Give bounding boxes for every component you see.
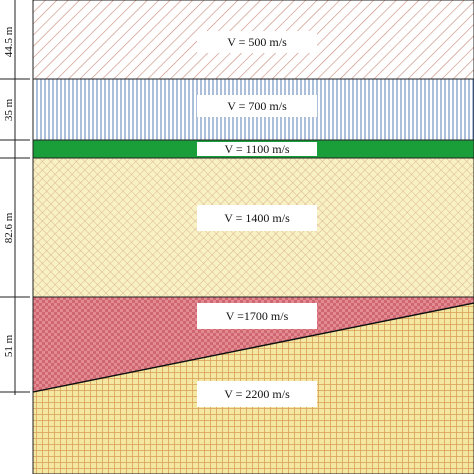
velocity-text: V = 700 m/s (227, 99, 287, 113)
label-box (197, 31, 317, 53)
thickness-label-layer-2: 35 m (3, 98, 15, 121)
velocity-label-layer-2: V = 700 m/s (197, 95, 317, 117)
label-box (197, 205, 317, 231)
velocity-label-layer-6: V = 2200 m/s (197, 381, 317, 407)
label-box (197, 381, 317, 407)
velocity-text: V = 1400 m/s (224, 211, 290, 225)
thickness-label-layer-1: 44.5 m (3, 26, 15, 57)
label-box (197, 95, 317, 117)
velocity-label-layer-5: V =1700 m/s (197, 303, 317, 329)
velocity-text: V = 500 m/s (227, 35, 287, 49)
velocity-label-layer-3: V = 1100 m/s (197, 142, 317, 156)
velocity-text: V = 2200 m/s (224, 387, 290, 401)
velocity-text: V = 1100 m/s (224, 142, 289, 156)
label-box (197, 303, 317, 329)
thickness-label-layer-4: 82.6 m (3, 212, 15, 243)
label-box (197, 142, 317, 156)
dipping-interface-line (32, 302, 474, 393)
thickness-label-layer-5: 51 m (3, 334, 15, 357)
layer-5-block (32, 296, 474, 393)
velocity-text: V =1700 m/s (226, 309, 289, 323)
velocity-label-layer-1: V = 500 m/s (197, 31, 317, 53)
velocity-label-layer-4: V = 1400 m/s (197, 205, 317, 231)
dimension-ticks (0, 78, 30, 393)
